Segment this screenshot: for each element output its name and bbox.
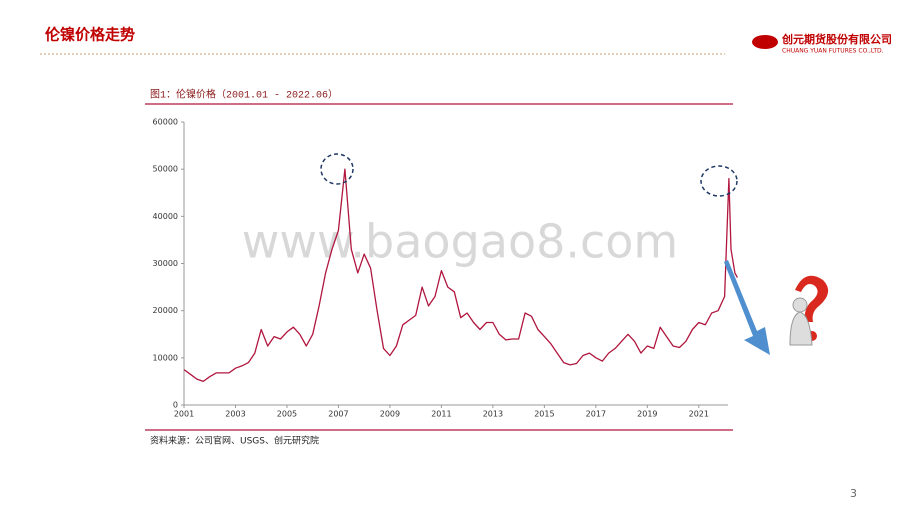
source: 资料来源：公司官网、USGS、创元研究院 <box>150 435 319 447</box>
page-number: 3 <box>850 487 857 500</box>
slide-title: 伦镍价格走势 <box>45 26 135 44</box>
y-tick-label: 20000 <box>153 306 178 315</box>
x-tick-label: 2013 <box>483 410 503 419</box>
x-tick-label: 2017 <box>586 410 606 419</box>
question-mark <box>795 275 829 322</box>
x-tick-label: 2015 <box>534 410 554 419</box>
logo <box>752 35 778 49</box>
y-tick-label: 40000 <box>153 212 178 221</box>
arrow <box>724 260 770 355</box>
plot: 0 10000 20000 30000 40000 50000 60000 2001 2003 2… <box>153 118 738 419</box>
x-tick-label: 2007 <box>328 410 348 419</box>
x-tick-label: 2003 <box>225 410 245 419</box>
x-tick-label: 2019 <box>637 410 657 419</box>
caption: 图1：伦镍价格（2001.01 - 2022.06） <box>150 88 338 102</box>
y-tick-label: 60000 <box>153 118 178 127</box>
highlight <box>320 153 354 185</box>
watermark: www.baogao8.com <box>242 215 678 269</box>
figure <box>789 311 813 346</box>
company-en: CHUANG YUAN FUTURES CO.,LTD. <box>782 48 884 55</box>
figure <box>792 297 808 313</box>
highlight <box>700 165 738 197</box>
price-line <box>183 168 738 383</box>
y-tick-label: 0 <box>173 401 178 410</box>
x-tick-label: 2005 <box>277 410 297 419</box>
x-tick-label: 2021 <box>689 410 709 419</box>
y-tick-label: 30000 <box>153 259 178 268</box>
y-tick-label: 50000 <box>153 165 178 174</box>
x-tick-label: 2011 <box>431 410 451 419</box>
company: 创元期货股份有限公司 <box>781 32 892 46</box>
x-tick-label: 2009 <box>380 410 400 419</box>
x-tick-label: 2001 <box>174 410 194 419</box>
y-tick-label: 10000 <box>153 353 178 362</box>
